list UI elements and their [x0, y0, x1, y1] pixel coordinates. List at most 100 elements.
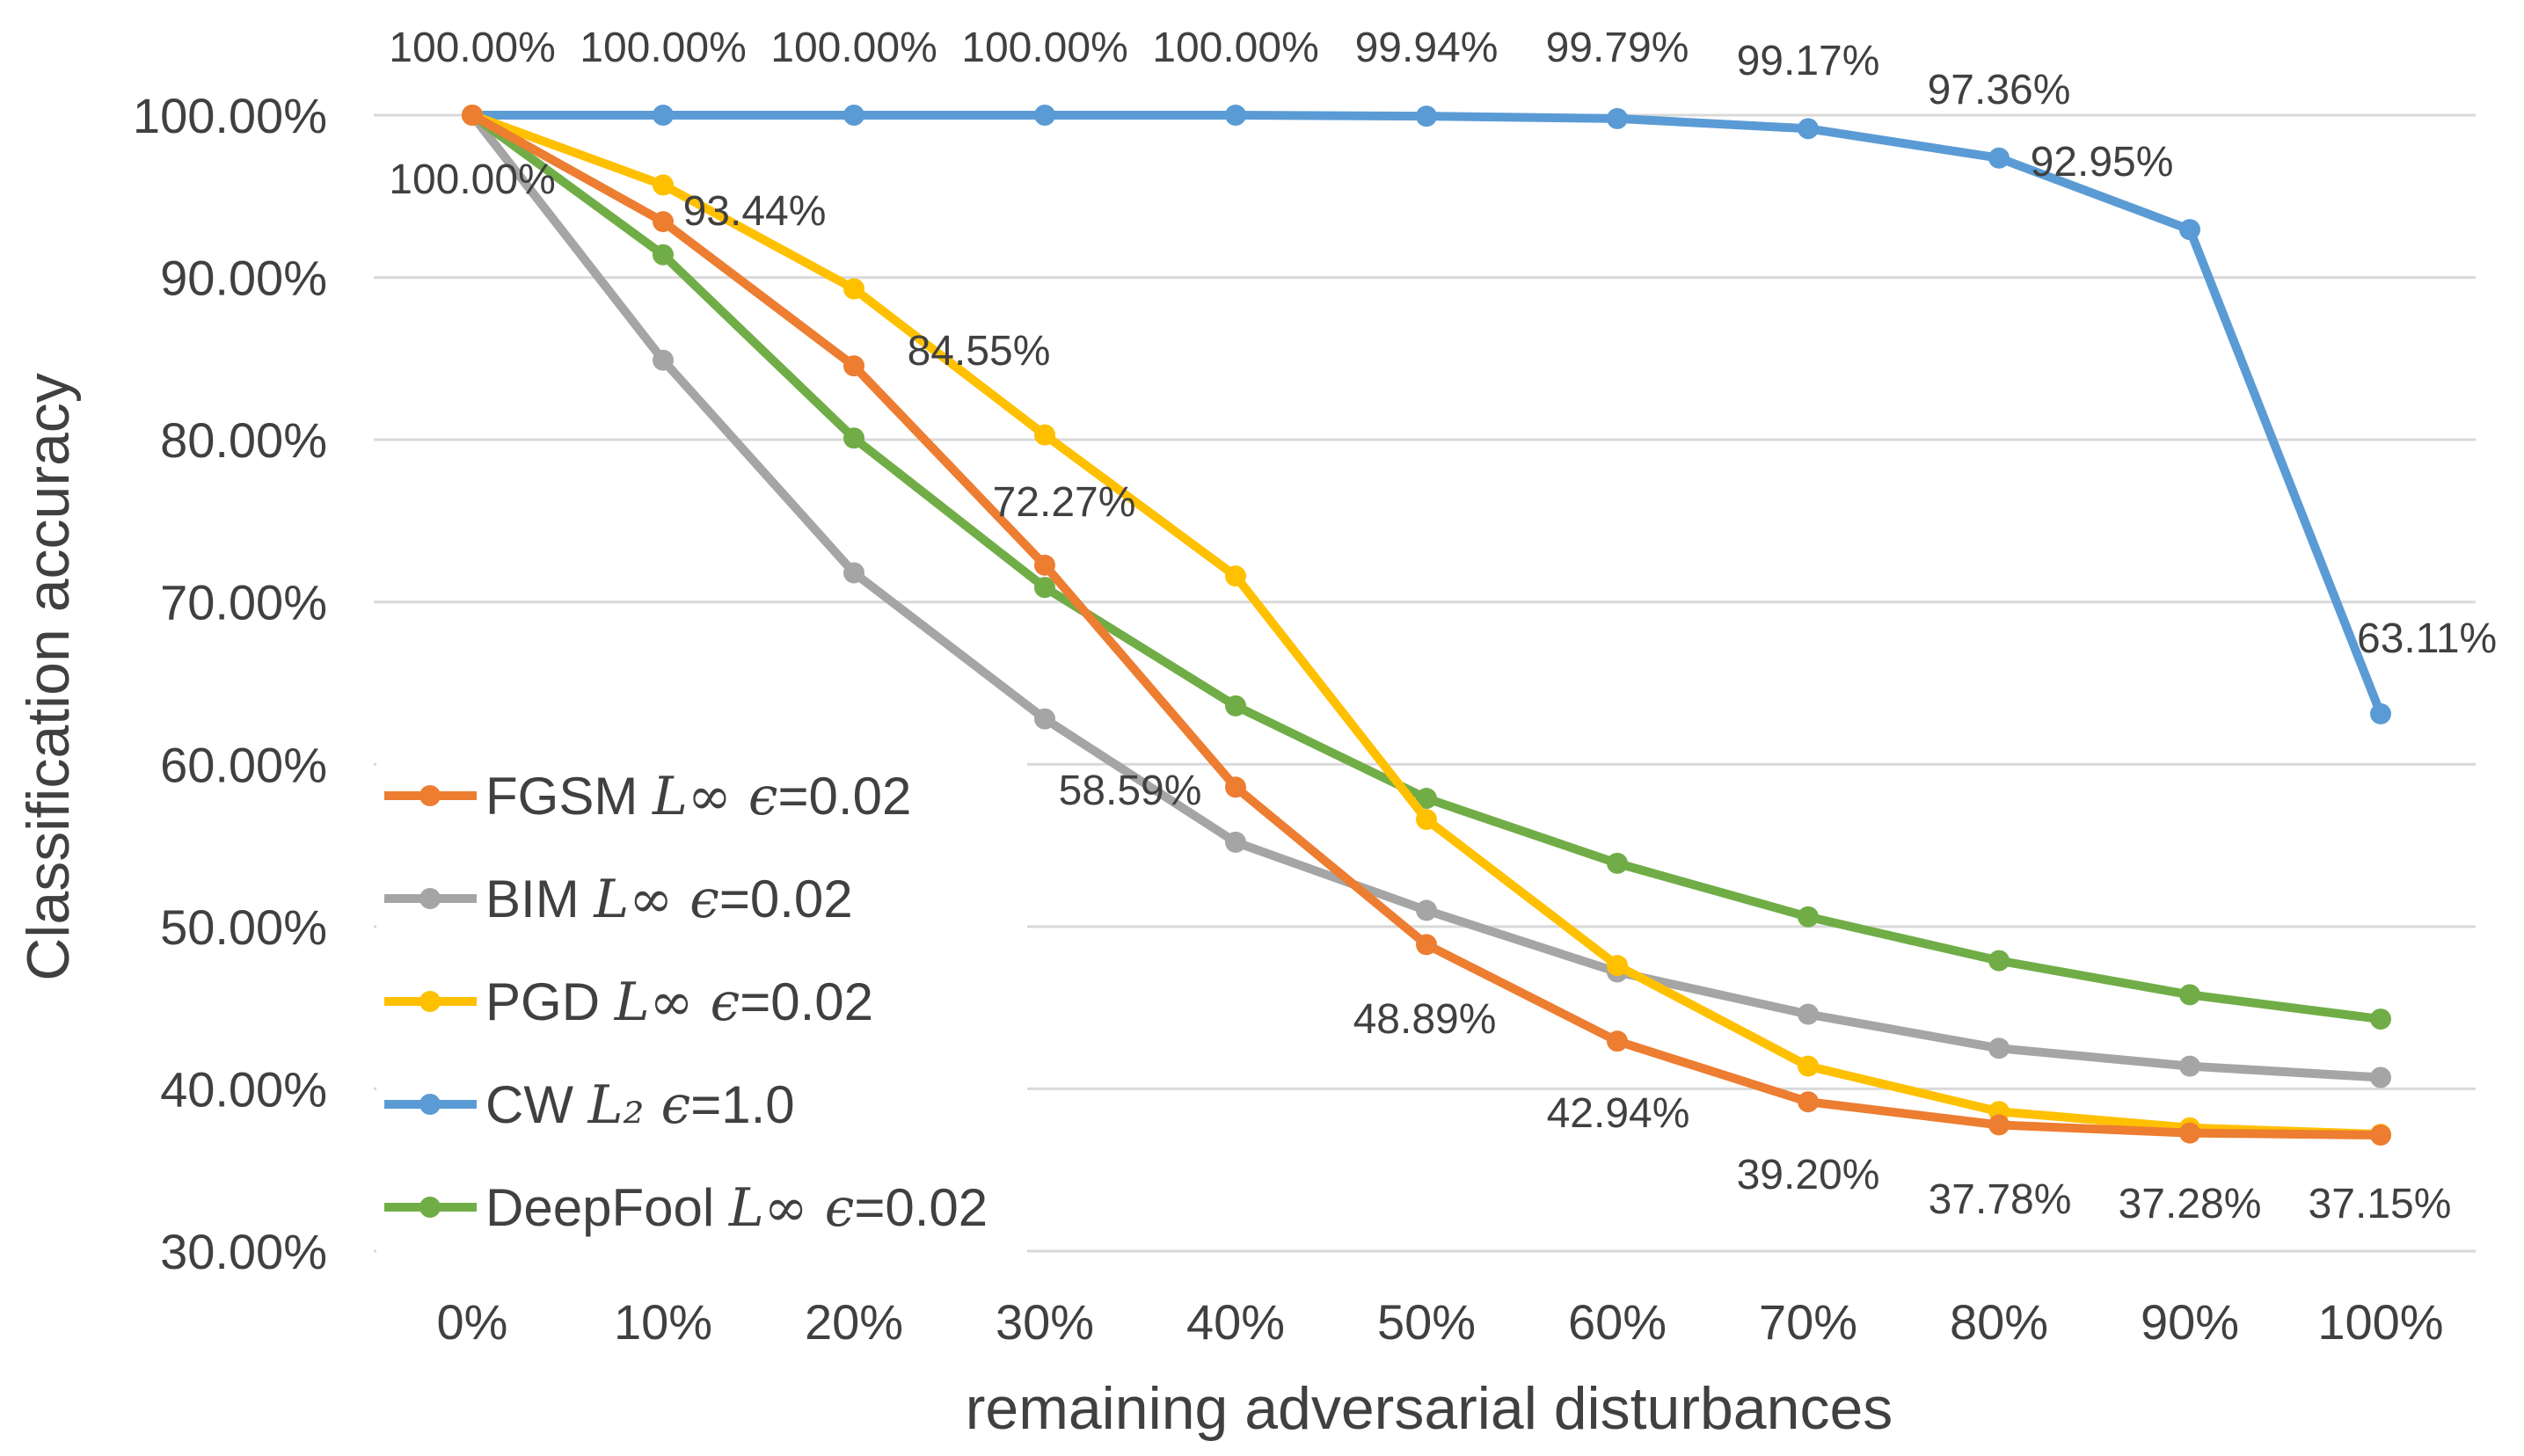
legend-swatch-marker: [419, 785, 441, 806]
pgd-point: [1034, 424, 1055, 446]
y-tick-label: 60.00%: [160, 737, 327, 792]
cw-point: [653, 105, 674, 126]
legend-item-fgsm: FGSM L∞ ϵ=0.02: [384, 766, 911, 827]
y-tick-label: 100.00%: [133, 88, 327, 143]
legend-label: BIM L∞ ϵ=0.02: [485, 869, 853, 930]
deepfool-point: [1988, 950, 2010, 972]
cw-data-label: 99.94%: [1355, 25, 1499, 71]
bim-point: [653, 349, 674, 371]
legend-swatch-marker: [419, 888, 441, 909]
fgsm-data-label: 37.15%: [2309, 1181, 2452, 1227]
y-tick-label: 90.00%: [160, 251, 327, 306]
x-tick-label: 0%: [437, 1294, 508, 1350]
deepfool-point: [843, 427, 864, 449]
cw-data-label: 99.17%: [1737, 38, 1880, 84]
fgsm-point: [653, 211, 674, 233]
y-tick-label: 30.00%: [160, 1224, 327, 1279]
cw-data-label: 100.00%: [770, 25, 937, 71]
cw-point: [1988, 147, 2010, 169]
fgsm-point: [1416, 934, 1437, 956]
x-tick-label: 20%: [805, 1294, 903, 1350]
cw-data-label: 100.00%: [389, 25, 556, 71]
x-axis-label: remaining adversarial disturbances: [966, 1375, 1893, 1442]
cw-point: [1607, 107, 1628, 129]
deepfool-point: [1034, 577, 1055, 599]
legend-swatch-marker: [419, 991, 441, 1012]
legend-item-cw: CW L₂ ϵ=1.0: [384, 1074, 795, 1136]
bim-point: [2370, 1067, 2391, 1088]
bim-point: [1225, 831, 1246, 853]
fgsm-data-label: 100.00%: [389, 157, 556, 203]
fgsm-point: [1798, 1091, 1819, 1113]
cw-data-label: 63.11%: [2357, 615, 2497, 662]
legend-label: PGD L∞ ϵ=0.02: [485, 972, 873, 1033]
x-axis-ticks: 0% 10% 20% 30% 40% 50% 60% 70% 80% 90% 100%: [437, 1294, 2444, 1350]
series-deepfool: [462, 105, 2391, 1030]
bim-point: [843, 562, 864, 584]
legend-item-pgd: PGD L∞ ϵ=0.02: [384, 972, 873, 1033]
cw-point: [2179, 219, 2200, 241]
cw-data-label: 92.95%: [2031, 139, 2174, 186]
fgsm-point: [1034, 554, 1055, 576]
cw-point: [1225, 105, 1246, 126]
cw-data-label: 97.36%: [1928, 67, 2071, 113]
x-tick-label: 40%: [1186, 1294, 1285, 1350]
cw-point: [1416, 106, 1437, 127]
fgsm-point: [843, 355, 864, 377]
bim-point: [1416, 899, 1437, 921]
bim-point: [1034, 708, 1055, 730]
fgsm-data-label: 39.20%: [1737, 1152, 1880, 1198]
fgsm-data-label: 48.89%: [1353, 996, 1497, 1043]
pgd-point: [843, 278, 864, 300]
deepfool-point: [1416, 788, 1437, 810]
y-tick-label: 80.00%: [160, 412, 327, 468]
legend-item-deepfool: DeepFool L∞ ϵ=0.02: [384, 1177, 988, 1239]
pgd-point: [653, 174, 674, 196]
fgsm-data-label: 72.27%: [993, 479, 1136, 526]
x-tick-label: 100%: [2317, 1294, 2443, 1350]
legend-label: CW L₂ ϵ=1.0: [485, 1074, 795, 1136]
y-axis-label: Classification accuracy: [15, 373, 82, 981]
pgd-point: [1798, 1055, 1819, 1077]
x-tick-label: 80%: [1950, 1294, 2048, 1350]
cw-point: [1034, 105, 1055, 126]
x-tick-label: 30%: [996, 1294, 1094, 1350]
y-tick-label: 50.00%: [160, 899, 327, 955]
legend-swatch-marker: [419, 1197, 441, 1218]
fgsm-data-label: 37.28%: [2119, 1181, 2262, 1227]
x-tick-label: 10%: [614, 1294, 712, 1350]
x-tick-label: 90%: [2141, 1294, 2239, 1350]
cw-data-label: 99.79%: [1546, 25, 1689, 71]
cw-data-label: 100.00%: [580, 25, 747, 71]
deepfool-point: [653, 244, 674, 266]
y-tick-label: 40.00%: [160, 1061, 327, 1117]
legend-background: [376, 747, 1027, 1253]
cw-point: [1798, 118, 1819, 140]
pgd-point: [1607, 955, 1628, 977]
series-cw: [462, 105, 2391, 724]
deepfool-point: [1798, 906, 1819, 928]
cw-data-label: 100.00%: [1152, 25, 1319, 71]
fgsm-data-label: 37.78%: [1929, 1176, 2072, 1223]
fgsm-point: [2370, 1125, 2391, 1147]
x-tick-label: 50%: [1377, 1294, 1476, 1350]
cw-point: [843, 105, 864, 126]
fgsm-point: [1225, 776, 1246, 798]
fgsm-point: [462, 105, 483, 126]
legend-item-bim: BIM L∞ ϵ=0.02: [384, 869, 853, 930]
fgsm-point: [1607, 1030, 1628, 1052]
data-labels: 100.00% 100.00% 100.00% 100.00% 100.00% 99.94…: [389, 25, 2497, 1227]
deepfool-point: [1225, 695, 1246, 717]
bim-point: [2179, 1055, 2200, 1077]
series-lines: [462, 105, 2391, 1147]
fgsm-data-label: 84.55%: [908, 328, 1051, 375]
legend-label: FGSM L∞ ϵ=0.02: [485, 766, 911, 827]
fgsm-data-label: 42.94%: [1547, 1090, 1690, 1137]
legend-swatch-marker: [419, 1094, 441, 1115]
fgsm-data-label: 58.59%: [1059, 768, 1202, 814]
deepfool-point: [2179, 984, 2200, 1006]
cw-point: [2370, 703, 2391, 724]
bim-point: [1988, 1037, 2010, 1059]
